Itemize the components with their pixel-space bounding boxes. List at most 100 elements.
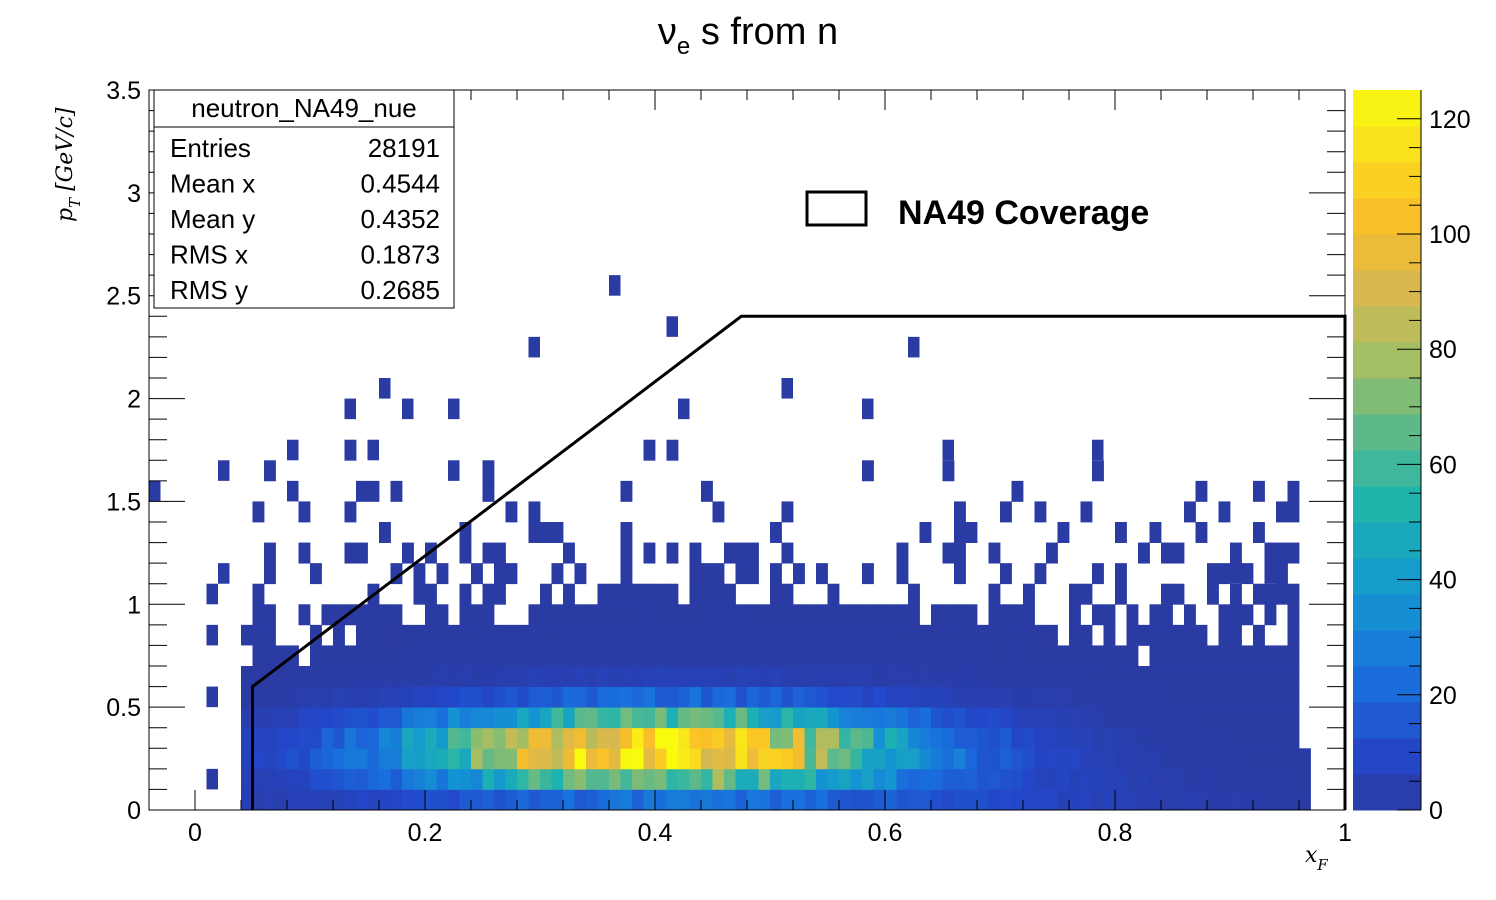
heatmap-cell [402, 398, 414, 420]
heatmap-cell [1023, 707, 1035, 729]
heatmap-cell [1115, 727, 1127, 749]
heatmap-cell [1195, 707, 1208, 729]
heatmap-cell [666, 645, 679, 667]
heatmap-cell [988, 542, 1001, 564]
heatmap-cell [908, 707, 920, 729]
heatmap-cell [827, 768, 840, 790]
heatmap-cell [873, 604, 886, 626]
heatmap-cell [724, 666, 736, 687]
heatmap-cell [988, 666, 1001, 687]
heatmap-cell [402, 542, 414, 564]
color-scale-label: 0 [1429, 797, 1443, 825]
heatmap-cell [471, 666, 483, 687]
heatmap-cell [1000, 727, 1012, 749]
title-rest: s from n [690, 11, 838, 53]
heatmap-cell [919, 624, 932, 646]
heatmap-cell [287, 439, 299, 461]
heatmap-cell [1011, 624, 1024, 646]
heatmap-cell [597, 727, 610, 749]
heatmap-cell [1000, 563, 1012, 585]
heatmap-cell [1057, 666, 1070, 687]
heatmap-cell [1092, 727, 1104, 749]
heatmap-cell [298, 604, 311, 626]
heatmap-cell [505, 707, 518, 729]
heatmap-cell [287, 480, 299, 502]
heatmap-cell [149, 480, 161, 502]
heatmap-cell [1276, 563, 1288, 585]
heatmap-cell [505, 666, 518, 687]
stats-label: Entries [170, 133, 251, 163]
x-tick-label: 1 [1338, 819, 1352, 847]
heatmap-cell [344, 727, 357, 749]
heatmap-cell [735, 707, 748, 729]
heatmap-cell [954, 563, 966, 585]
title-nu: ν [658, 11, 677, 53]
heatmap-cell [1115, 686, 1127, 708]
heatmap-cell [356, 707, 368, 729]
heatmap-cell [712, 748, 725, 770]
heatmap-cell [471, 686, 483, 708]
heatmap-cell [436, 604, 449, 626]
heatmap-cell [574, 624, 587, 646]
heatmap-cell [954, 727, 966, 749]
heatmap-cell [1126, 686, 1139, 708]
heatmap-cell [1080, 748, 1093, 770]
heatmap-cell [287, 768, 299, 790]
heatmap-cell [344, 666, 357, 687]
heatmap-cell [1080, 645, 1093, 667]
heatmap-cell [241, 686, 253, 708]
heatmap-cell [1218, 604, 1231, 626]
heatmap-cell [436, 645, 449, 667]
heatmap-cell [701, 480, 713, 502]
heatmap-cell [597, 748, 610, 770]
heatmap-cell [689, 542, 702, 564]
heatmap-cell [1184, 501, 1196, 523]
heatmap-cell [402, 789, 414, 811]
heatmap-cell [954, 768, 966, 790]
heatmap-cell [770, 583, 782, 605]
heatmap-cell [471, 624, 483, 646]
heatmap-cell [678, 686, 690, 708]
heatmap-cell [413, 768, 426, 790]
heatmap-cell [1138, 707, 1150, 729]
heatmap-cell [724, 645, 736, 667]
heatmap-cells [149, 275, 1311, 811]
heatmap-cell [574, 707, 587, 729]
heatmap-cell [1138, 789, 1150, 811]
heatmap-cell [379, 707, 391, 729]
heatmap-cell [264, 624, 276, 646]
heatmap-cell [1115, 522, 1127, 543]
heatmap-cell [1149, 666, 1162, 687]
heatmap-cell [1126, 645, 1139, 667]
heatmap-cell [459, 645, 472, 667]
heatmap-cell [459, 624, 472, 646]
heatmap-cell [540, 707, 552, 729]
heatmap-cell [241, 624, 253, 646]
heatmap-cell [873, 666, 886, 687]
heatmap-cell [1138, 748, 1150, 770]
heatmap-cell [724, 748, 736, 770]
heatmap-cell [333, 686, 345, 708]
heatmap-cell [712, 604, 725, 626]
heatmap-cell [701, 748, 713, 770]
heatmap-cell [988, 789, 1001, 811]
heatmap-cell [344, 789, 357, 811]
stats-box: neutron_NA49_nue Entries 28191 Mean x 0.454… [153, 89, 455, 309]
heatmap-cell [1161, 604, 1173, 626]
heatmap-cell [781, 789, 794, 811]
heatmap-cell [1207, 707, 1219, 729]
heatmap-cell [896, 789, 909, 811]
heatmap-cell [793, 604, 805, 626]
y-tick-label: 0.5 [106, 694, 141, 722]
heatmap-cell [873, 768, 886, 790]
heatmap-cell [425, 768, 437, 790]
heatmap-cell [896, 645, 909, 667]
color-scale-band [1353, 414, 1421, 451]
heatmap-cell [701, 666, 713, 687]
heatmap-cell [1276, 789, 1288, 811]
heatmap-cell [563, 707, 575, 729]
heatmap-cell [494, 748, 506, 770]
heatmap-cell [1253, 522, 1265, 543]
heatmap-cell [908, 748, 920, 770]
heatmap-cell [597, 789, 610, 811]
